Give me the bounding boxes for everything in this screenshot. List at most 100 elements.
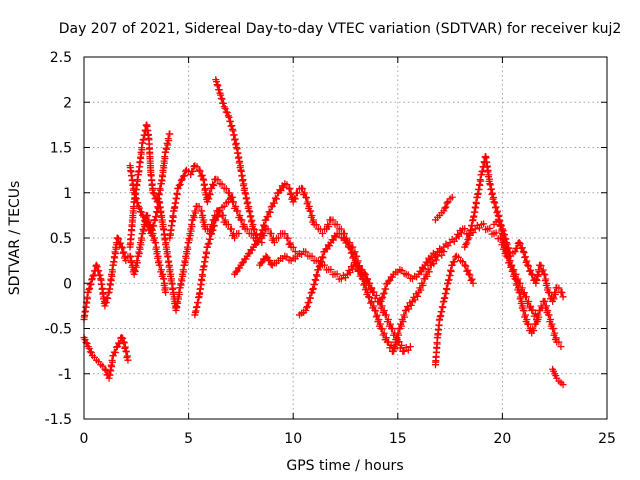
data-point (219, 99, 227, 107)
data-point (516, 289, 524, 297)
data-point (545, 311, 553, 319)
data-point (461, 225, 469, 233)
data-point (133, 259, 141, 267)
data-point (477, 177, 485, 185)
data-point (523, 316, 531, 324)
data-point (176, 180, 184, 188)
data-point (337, 225, 345, 233)
data-point (291, 195, 299, 203)
data-point (372, 292, 380, 300)
data-point (291, 248, 299, 256)
data-point (213, 81, 221, 89)
data-point (527, 302, 535, 310)
data-point (525, 298, 533, 306)
data-point (180, 268, 188, 276)
data-point (260, 221, 268, 229)
data-point (96, 271, 104, 279)
data-point (152, 239, 160, 247)
data-point (533, 276, 541, 284)
data-point (442, 203, 450, 211)
data-point (232, 202, 240, 210)
data-point (490, 198, 498, 206)
data-point (275, 234, 283, 242)
data-point (257, 231, 265, 239)
data-point (153, 248, 161, 256)
y-tick-label: -0.5 (45, 322, 72, 338)
data-point (224, 221, 232, 228)
data-point (160, 275, 168, 283)
data-point (343, 238, 351, 246)
data-point (124, 356, 132, 364)
data-point (95, 267, 103, 275)
data-point (139, 211, 147, 219)
data-point (293, 189, 301, 197)
data-point (398, 341, 406, 349)
data-point (368, 298, 376, 306)
data-point (463, 239, 471, 247)
data-point (136, 245, 144, 253)
data-point (308, 252, 316, 260)
data-point (147, 229, 155, 237)
data-point (505, 244, 513, 252)
data-point (190, 213, 198, 221)
data-point (302, 248, 310, 256)
data-point (157, 207, 165, 215)
data-point (132, 195, 140, 203)
data-point (264, 213, 272, 221)
y-tick-label: 2 (63, 95, 72, 111)
data-point (349, 265, 357, 273)
data-point (361, 280, 369, 288)
data-point (173, 304, 181, 312)
data-point (111, 254, 119, 262)
data-point (87, 349, 95, 357)
x-tick-label: 0 (80, 431, 89, 447)
data-point (210, 181, 218, 189)
data-point (480, 220, 488, 228)
data-point (303, 302, 311, 310)
data-point (397, 322, 405, 330)
data-point (161, 155, 169, 163)
data-point (376, 320, 384, 328)
data-point (319, 254, 327, 262)
data-point (175, 295, 183, 303)
data-point (232, 268, 240, 276)
data-point (238, 216, 246, 224)
data-point (462, 262, 470, 270)
data-point (205, 239, 213, 247)
data-point (391, 345, 399, 353)
data-point (315, 263, 323, 271)
data-point (198, 207, 206, 215)
data-point (205, 195, 213, 203)
data-point (555, 284, 563, 292)
data-point (355, 266, 363, 274)
y-tick-label: -1 (58, 367, 72, 383)
data-point (342, 239, 350, 247)
data-point (180, 172, 188, 180)
data-point (523, 257, 531, 265)
data-point (86, 348, 94, 356)
data-point (266, 257, 274, 265)
data-point (461, 261, 469, 269)
data-point (514, 284, 522, 292)
data-point (510, 270, 518, 278)
data-point (530, 327, 538, 335)
data-point (518, 244, 526, 252)
data-point (108, 358, 116, 366)
data-point (333, 220, 341, 228)
data-point (101, 365, 109, 373)
y-tick-label: 0.5 (50, 231, 72, 247)
data-point (260, 222, 268, 230)
data-point (550, 295, 558, 303)
data-point (83, 295, 91, 303)
data-point (86, 284, 94, 292)
data-point (258, 239, 266, 247)
data-point (321, 261, 329, 269)
data-point (541, 271, 549, 279)
data-point (177, 176, 185, 184)
data-point (165, 261, 173, 269)
data-point (372, 307, 380, 315)
data-point (557, 343, 565, 351)
data-point (215, 86, 223, 94)
data-point (441, 204, 449, 212)
data-point (373, 311, 381, 319)
